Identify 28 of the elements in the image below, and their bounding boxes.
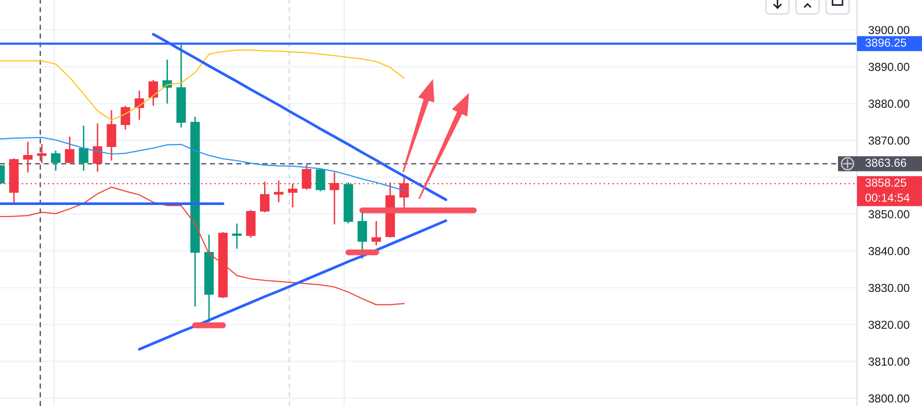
- candlestick: [23, 141, 33, 174]
- candlestick: [64, 136, 74, 164]
- candlestick: [37, 143, 47, 164]
- y-tick-label: 3850.00: [868, 210, 910, 218]
- candlestick: [372, 220, 381, 246]
- candlestick: [92, 122, 102, 172]
- ref-line-label: 3896.25: [865, 38, 906, 47]
- candlestick: [78, 124, 88, 172]
- candlestick: [246, 209, 256, 238]
- y-tick-label: 3830.00: [868, 284, 910, 292]
- y-tick-label: 3800.00: [868, 394, 910, 403]
- y-tick-label: 3880.00: [868, 100, 910, 108]
- candlestick: [148, 79, 158, 106]
- y-tick-label: 3840.00: [868, 247, 910, 256]
- line-series: [0, 186, 405, 306]
- ref-line-label: 3863.66: [865, 158, 906, 167]
- line-series: [138, 219, 448, 351]
- y-tick-label: 3900.00: [868, 26, 910, 34]
- candlestick: [120, 105, 130, 130]
- y-tick-label: 3820.00: [868, 320, 910, 329]
- y-tick-label: 3810.00: [868, 358, 910, 366]
- candlestick: [232, 222, 242, 250]
- candlestick: [316, 168, 326, 192]
- ref-line-label: 3858.25 00:14:54: [865, 178, 910, 202]
- candlestick: [51, 150, 60, 172]
- candlestick: [106, 109, 116, 162]
- y-tick-label: 3890.00: [868, 62, 910, 71]
- y-tick-label: 3870.00: [868, 136, 910, 145]
